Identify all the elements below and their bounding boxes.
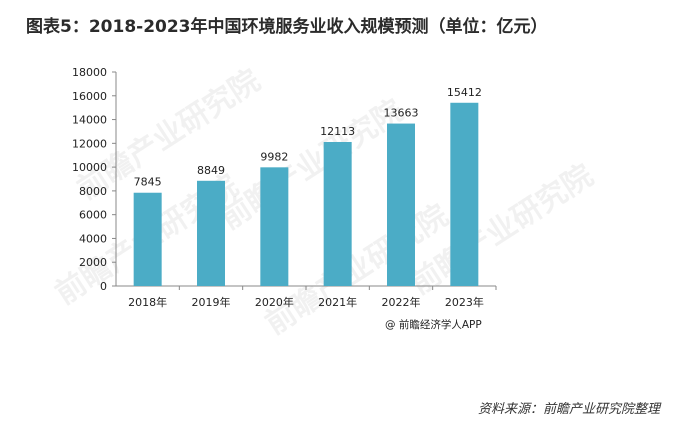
- data-label: 7845: [134, 176, 162, 189]
- y-tick-label: 10000: [72, 161, 107, 174]
- x-tick-label: 2020年: [255, 295, 294, 309]
- bar: [323, 141, 352, 286]
- x-tick-label: 2023年: [445, 295, 484, 309]
- bar: [260, 167, 289, 286]
- y-tick-label: 2000: [79, 256, 107, 269]
- data-label: 15412: [447, 86, 482, 99]
- x-tick-label: 2019年: [192, 295, 231, 309]
- data-label: 9982: [260, 150, 288, 163]
- y-tick-label: 4000: [79, 232, 107, 245]
- credit-label: @ 前瞻经济学人APP: [385, 319, 482, 331]
- y-tick-label: 12000: [72, 137, 107, 150]
- bar: [133, 192, 162, 286]
- x-tick-label: 2021年: [318, 295, 357, 309]
- bar: [450, 102, 479, 286]
- y-tick-label: 14000: [72, 114, 107, 127]
- data-label: 13663: [384, 107, 419, 120]
- source-note: 资料来源：前瞻产业研究院整理: [477, 402, 660, 417]
- x-tick-label: 2022年: [382, 295, 421, 309]
- x-tick-label: 2018年: [128, 295, 167, 309]
- data-label: 8849: [197, 164, 225, 177]
- data-label: 12113: [320, 125, 355, 138]
- y-tick-label: 18000: [72, 66, 107, 79]
- chart-title: 图表5：2018-2023年中国环境服务业收入规模预测（单位：亿元）: [26, 17, 548, 37]
- y-tick-label: 16000: [72, 90, 107, 103]
- y-tick-label: 0: [100, 280, 107, 293]
- y-tick-label: 6000: [79, 209, 107, 222]
- bar: [197, 180, 225, 286]
- bar: [387, 123, 415, 287]
- y-tick-label: 8000: [79, 185, 107, 198]
